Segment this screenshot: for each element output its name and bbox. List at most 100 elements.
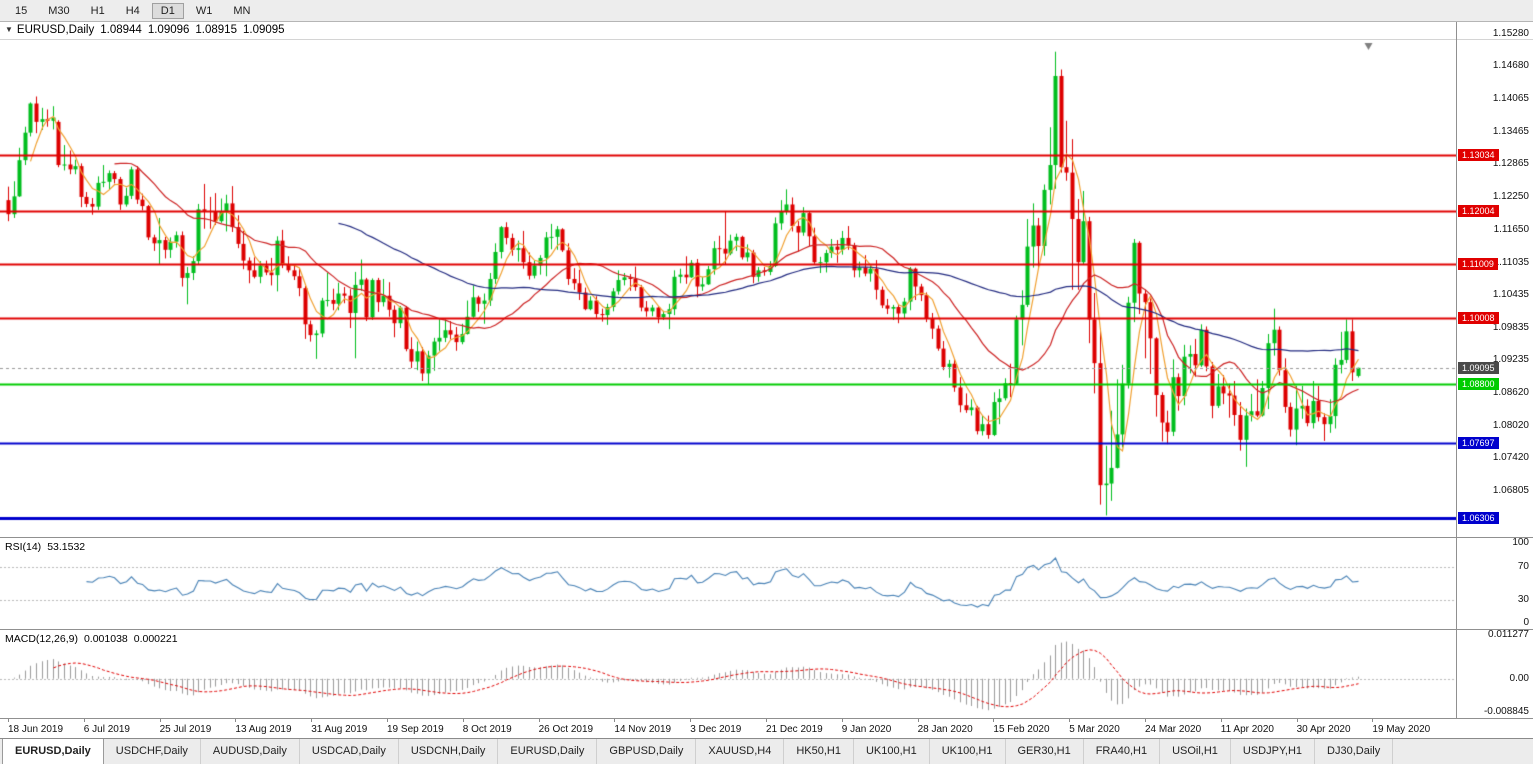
time-axis-tick [1145, 719, 1146, 722]
chart-tab[interactable]: XAUUSD,H4 [696, 739, 785, 764]
timeframe-button-h1[interactable]: H1 [90, 4, 105, 17]
time-axis-label: 19 May 2020 [1372, 724, 1431, 735]
timeframe-button-d1[interactable]: D1 [151, 2, 184, 19]
macd-axis-label: 0.011277 [1488, 629, 1529, 640]
time-axis-label: 11 Apr 2020 [1220, 724, 1274, 735]
time-axis-tick [387, 719, 388, 722]
chart-tab[interactable]: USDCAD,Daily [300, 739, 399, 764]
timeframe-button-h4[interactable]: H4 [125, 4, 140, 17]
price-level-tag: 1.10008 [1458, 312, 1499, 325]
one-click-trading-arrow-icon[interactable]: ▼ [5, 25, 13, 34]
open-value: 1.08944 [100, 24, 142, 36]
chart-tab[interactable]: USOil,H1 [1160, 739, 1231, 764]
chart-tab[interactable]: UK100,H1 [854, 739, 930, 764]
price-axis-label: 1.13465 [1492, 125, 1529, 137]
timeframe-button-w1[interactable]: W1 [195, 4, 213, 17]
rsi-label: RSI(14) 53.1532 [5, 541, 91, 553]
price-axis-label: 1.11035 [1493, 257, 1529, 269]
timeframe-button-15[interactable]: 15 [15, 4, 28, 17]
chart-tab[interactable]: USDCHF,Daily [104, 739, 201, 764]
chart-tab[interactable]: EURUSD,Daily [498, 739, 598, 764]
chart-tab[interactable]: USDJPY,H1 [1231, 739, 1316, 764]
time-axis[interactable]: 18 Jun 2019 6 Jul 2019 25 Jul 2019 13 Aug 2… [0, 718, 1533, 738]
macd-axis-label: 0.00 [1509, 672, 1529, 684]
timeframe-button-m30[interactable]: M30 [48, 4, 70, 17]
time-axis-tick [83, 719, 85, 722]
price-axis-label: 1.12250 [1492, 191, 1529, 203]
low-value: 1.08915 [195, 24, 237, 36]
rsi-title: RSI(14) [5, 541, 42, 553]
price-axis[interactable]: 1.15280 1.14680 1.14065 1.13465 1.12865 1.122… [1456, 22, 1533, 537]
time-axis-tick [8, 719, 9, 722]
macd-panel: MACD(12,26,9) 0.001038 0.000221 0.011277 0.… [0, 629, 1533, 718]
chart-tab[interactable]: GBPUSD,Daily [597, 739, 697, 764]
time-axis-label: 9 Jan 2020 [841, 724, 892, 735]
price-axis-label: 1.08620 [1492, 387, 1529, 399]
timeframe-button-mn[interactable]: MN [233, 4, 251, 17]
price-axis-label: 1.09835 [1492, 321, 1529, 333]
price-level-tag: 1.13034 [1458, 149, 1499, 162]
macd-label: MACD(12,26,9) 0.001038 0.000221 [5, 633, 184, 645]
time-axis-label: 3 Dec 2019 [690, 724, 742, 735]
time-axis-tick [1069, 719, 1071, 722]
time-axis-tick [614, 719, 616, 722]
time-axis-label: 28 Jan 2020 [917, 724, 973, 735]
price-level-tag: 1.11009 [1458, 258, 1498, 271]
macd-axis[interactable]: 0.011277 0.00 -0.008845 [1456, 630, 1533, 718]
chart-tab[interactable]: GER30,H1 [1006, 739, 1084, 764]
chart-tab[interactable]: AUDUSD,Daily [201, 739, 300, 764]
time-axis-label: 18 Jun 2019 [8, 724, 64, 735]
time-axis-tick [993, 719, 995, 722]
chart-tab[interactable]: UK100,H1 [930, 739, 1006, 764]
time-axis-label: 26 Oct 2019 [538, 724, 594, 735]
close-value: 1.09095 [242, 24, 285, 36]
price-axis-label: 1.15280 [1492, 27, 1529, 39]
price-axis-label: 1.12865 [1492, 158, 1529, 170]
time-axis-tick [690, 719, 692, 722]
price-axis-label: 1.10435 [1492, 289, 1529, 301]
time-axis-tick [1372, 719, 1374, 722]
time-axis-tick [311, 719, 313, 722]
price-axis-label: 1.11650 [1493, 223, 1529, 235]
high-value: 1.09096 [147, 24, 190, 36]
price-axis-label: 1.14680 [1492, 60, 1529, 72]
time-axis-label: 21 Dec 2019 [766, 724, 823, 735]
price-axis-label: 1.08020 [1492, 419, 1529, 431]
time-axis-label: 8 Oct 2019 [462, 724, 512, 735]
macd-chart-canvas[interactable] [0, 630, 1456, 718]
time-axis-label: 13 Aug 2019 [235, 724, 292, 735]
macd-axis-label: -0.008845 [1483, 706, 1529, 717]
time-axis-label: 5 Mar 2020 [1069, 724, 1120, 735]
rsi-value: 53.1532 [47, 541, 86, 553]
main-chart-panel: ▼ EURUSD,Daily 1.08944 1.09096 1.08915 1.0909… [0, 22, 1533, 537]
time-axis-label: 15 Feb 2020 [993, 724, 1050, 735]
time-axis-tick [462, 719, 464, 722]
chart-tab[interactable]: USDCNH,Daily [399, 739, 499, 764]
price-level-tag: 1.06306 [1458, 512, 1499, 525]
time-axis-label: 24 Mar 2020 [1145, 724, 1202, 735]
time-axis-label: 19 Sep 2019 [387, 724, 444, 735]
price-level-tag: 1.12004 [1458, 204, 1499, 217]
rsi-axis[interactable]: 100 70 30 0 [1456, 538, 1533, 629]
price-level-tag: 1.08800 [1458, 377, 1499, 390]
macd-title: MACD(12,26,9) [5, 633, 78, 645]
time-axis-label: 14 Nov 2019 [614, 724, 672, 735]
chart-tab[interactable]: DJ30,Daily [1315, 739, 1394, 764]
chart-tab[interactable]: EURUSD,Daily [2, 739, 104, 764]
rsi-chart-canvas[interactable] [0, 538, 1456, 629]
price-axis-label: 1.14065 [1492, 93, 1529, 105]
time-axis-label: 6 Jul 2019 [83, 724, 130, 735]
rsi-axis-label: 0 [1523, 617, 1529, 628]
time-axis-tick [1220, 719, 1222, 722]
time-axis-label: 31 Aug 2019 [311, 724, 368, 735]
price-axis-label: 1.07420 [1492, 452, 1529, 464]
chart-symbol-label: EURUSD,Daily [16, 24, 95, 36]
chart-tab[interactable]: FRA40,H1 [1084, 739, 1161, 764]
candlestick-chart-canvas[interactable] [0, 22, 1456, 537]
rsi-axis-label: 70 [1517, 560, 1529, 572]
price-level-tag: 1.07697 [1458, 437, 1499, 450]
macd-main-value: 0.001038 [83, 633, 128, 645]
chart-tab[interactable]: HK50,H1 [784, 739, 854, 764]
time-axis-label: 25 Jul 2019 [159, 724, 212, 735]
chart-area: ▼ EURUSD,Daily 1.08944 1.09096 1.08915 1.0909… [0, 22, 1533, 738]
